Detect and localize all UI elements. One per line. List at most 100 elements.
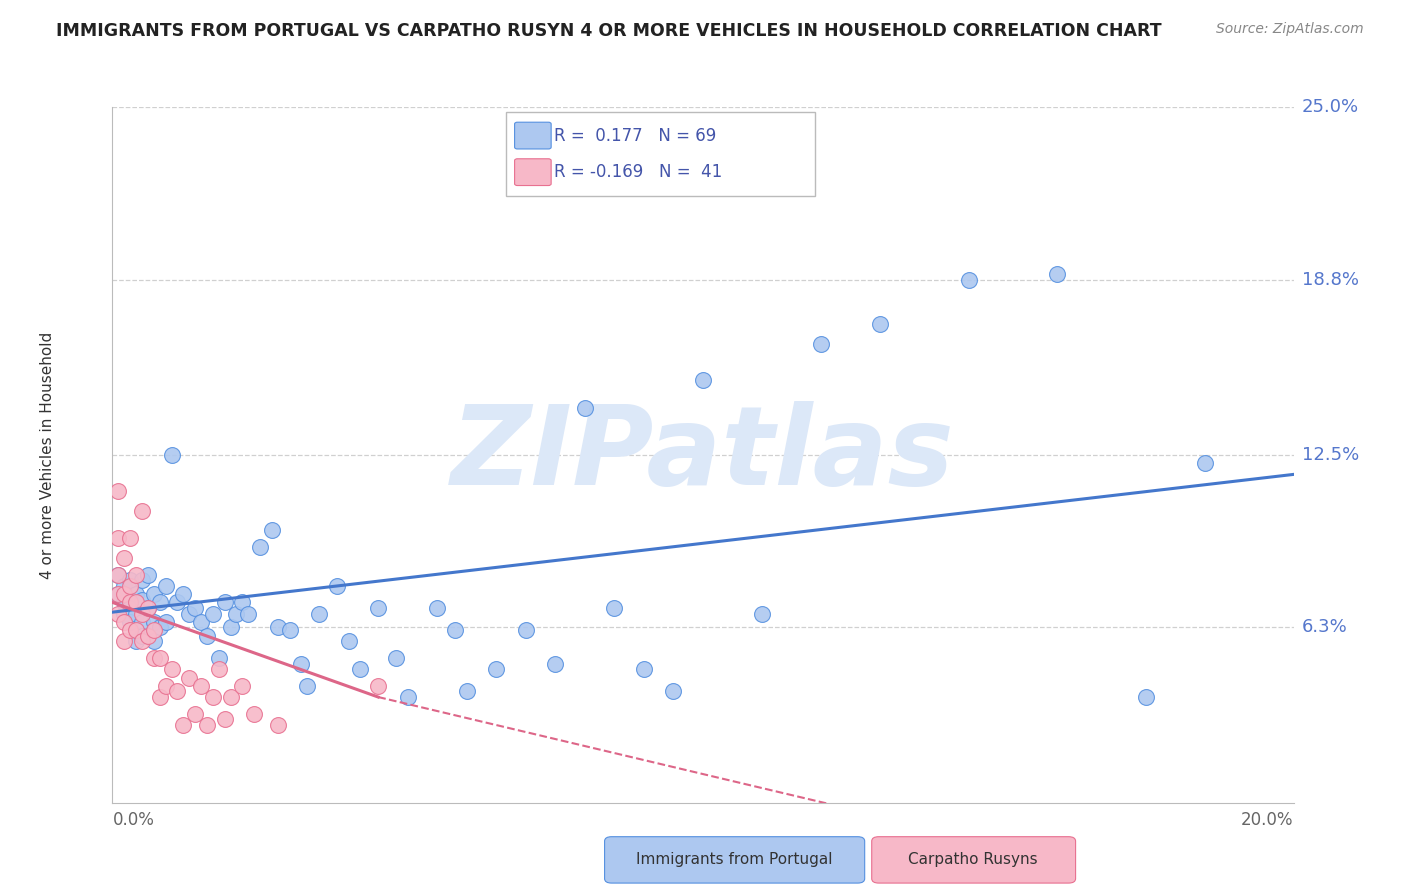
- Point: [231, 595, 253, 609]
- Point: [125, 624, 148, 638]
- Text: 18.8%: 18.8%: [1302, 270, 1358, 289]
- Point: [142, 615, 165, 629]
- Point: [195, 718, 218, 732]
- Point: [125, 634, 148, 648]
- Point: [267, 718, 290, 732]
- Point: [112, 595, 135, 609]
- Point: [184, 601, 207, 615]
- Point: [574, 401, 596, 415]
- Point: [131, 573, 153, 587]
- Text: 0.0%: 0.0%: [112, 811, 155, 830]
- Point: [107, 607, 129, 621]
- Point: [214, 595, 236, 609]
- Point: [112, 634, 135, 648]
- Point: [131, 503, 153, 517]
- Point: [166, 684, 188, 698]
- Point: [243, 706, 266, 721]
- Point: [208, 651, 231, 665]
- Point: [107, 532, 129, 546]
- Point: [131, 634, 153, 648]
- Point: [172, 587, 194, 601]
- Point: [131, 607, 153, 621]
- Point: [225, 607, 247, 621]
- Point: [278, 624, 301, 638]
- Text: Source: ZipAtlas.com: Source: ZipAtlas.com: [1216, 22, 1364, 37]
- Point: [260, 523, 283, 537]
- Text: Immigrants from Portugal: Immigrants from Portugal: [636, 853, 832, 867]
- Point: [160, 448, 183, 462]
- Text: ZIPatlas: ZIPatlas: [451, 401, 955, 508]
- Point: [1046, 267, 1069, 281]
- Point: [131, 615, 153, 629]
- Point: [120, 624, 142, 638]
- Text: R =  0.177   N = 69: R = 0.177 N = 69: [554, 127, 716, 145]
- Text: 20.0%: 20.0%: [1241, 811, 1294, 830]
- Point: [426, 601, 449, 615]
- Point: [160, 662, 183, 676]
- Point: [869, 317, 891, 331]
- Point: [120, 601, 142, 615]
- Point: [112, 607, 135, 621]
- Point: [112, 550, 135, 565]
- Point: [485, 662, 508, 676]
- Text: 4 or more Vehicles in Household: 4 or more Vehicles in Household: [39, 331, 55, 579]
- Point: [751, 607, 773, 621]
- Point: [337, 634, 360, 648]
- Point: [603, 601, 626, 615]
- Point: [219, 690, 242, 704]
- Point: [112, 615, 135, 629]
- Point: [149, 595, 172, 609]
- Point: [308, 607, 330, 621]
- Point: [149, 620, 172, 634]
- Point: [120, 615, 142, 629]
- Point: [249, 540, 271, 554]
- Point: [112, 579, 135, 593]
- Point: [957, 272, 980, 286]
- Point: [544, 657, 567, 671]
- Point: [184, 706, 207, 721]
- Text: 25.0%: 25.0%: [1302, 98, 1360, 116]
- Point: [201, 607, 224, 621]
- Point: [136, 601, 159, 615]
- Point: [107, 567, 129, 582]
- Point: [515, 624, 537, 638]
- Point: [195, 629, 218, 643]
- Point: [136, 629, 159, 643]
- Text: 12.5%: 12.5%: [1302, 446, 1360, 464]
- Point: [131, 592, 153, 607]
- Point: [208, 662, 231, 676]
- Point: [662, 684, 685, 698]
- Text: Carpatho Rusyns: Carpatho Rusyns: [908, 853, 1038, 867]
- Point: [214, 712, 236, 726]
- Point: [142, 651, 165, 665]
- Point: [107, 484, 129, 499]
- Text: 6.3%: 6.3%: [1302, 618, 1347, 637]
- Point: [112, 587, 135, 601]
- Point: [131, 629, 153, 643]
- Point: [136, 601, 159, 615]
- Point: [142, 624, 165, 638]
- Point: [201, 690, 224, 704]
- Point: [633, 662, 655, 676]
- Point: [120, 595, 142, 609]
- Point: [267, 620, 290, 634]
- Point: [107, 567, 129, 582]
- Point: [166, 595, 188, 609]
- Point: [367, 679, 389, 693]
- Point: [349, 662, 371, 676]
- Point: [120, 579, 142, 593]
- Text: IMMIGRANTS FROM PORTUGAL VS CARPATHO RUSYN 4 OR MORE VEHICLES IN HOUSEHOLD CORRE: IMMIGRANTS FROM PORTUGAL VS CARPATHO RUS…: [56, 22, 1161, 40]
- Point: [120, 573, 142, 587]
- Point: [456, 684, 478, 698]
- Point: [155, 679, 177, 693]
- Point: [155, 579, 177, 593]
- Point: [107, 587, 129, 601]
- Point: [190, 679, 212, 693]
- Point: [125, 567, 148, 582]
- Point: [297, 679, 319, 693]
- Text: R = -0.169   N =  41: R = -0.169 N = 41: [554, 163, 723, 181]
- Point: [149, 651, 172, 665]
- Point: [238, 607, 260, 621]
- Point: [142, 634, 165, 648]
- Point: [142, 587, 165, 601]
